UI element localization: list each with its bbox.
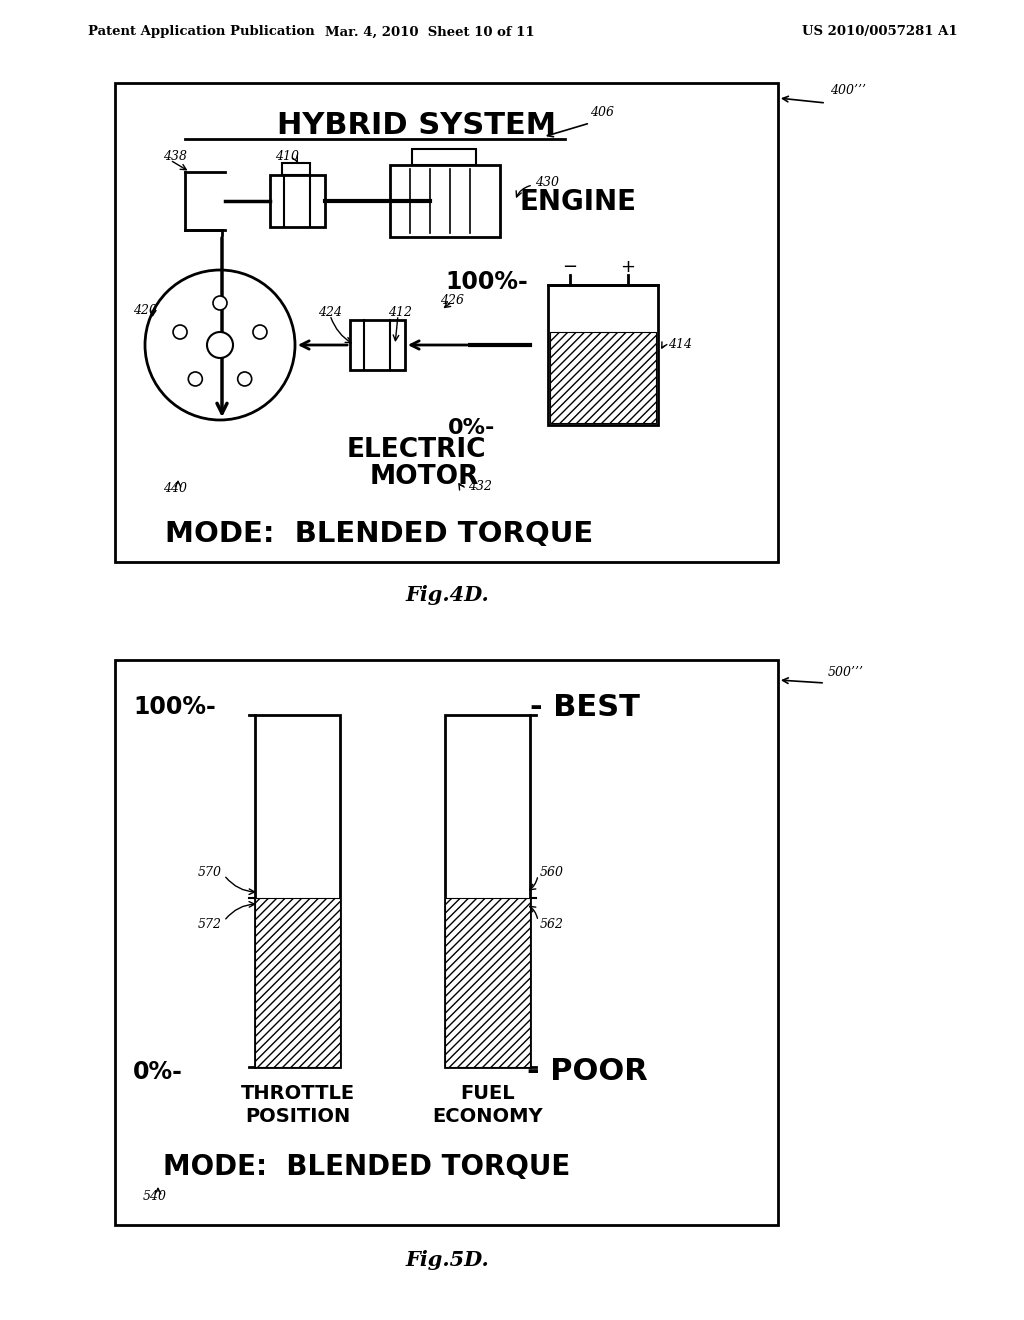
Text: HYBRID SYSTEM: HYBRID SYSTEM <box>276 111 556 140</box>
Text: - POOR: - POOR <box>527 1057 648 1086</box>
Text: THROTTLE
POSITION: THROTTLE POSITION <box>241 1084 355 1126</box>
Text: Mar. 4, 2010  Sheet 10 of 11: Mar. 4, 2010 Sheet 10 of 11 <box>326 25 535 38</box>
Circle shape <box>207 333 233 358</box>
Text: 100%-: 100%- <box>445 271 527 294</box>
Text: Fig.5D.: Fig.5D. <box>406 1250 488 1270</box>
Text: 400’’’: 400’’’ <box>830 83 866 96</box>
Text: MOTOR: MOTOR <box>370 465 479 490</box>
Circle shape <box>253 325 267 339</box>
Text: 540: 540 <box>143 1189 167 1203</box>
Text: 412: 412 <box>388 305 412 318</box>
Text: MODE:  BLENDED TORQUE: MODE: BLENDED TORQUE <box>165 520 593 548</box>
Bar <box>282 162 310 176</box>
Text: 420: 420 <box>133 304 157 317</box>
Text: 440: 440 <box>163 482 187 495</box>
Text: MODE:  BLENDED TORQUE: MODE: BLENDED TORQUE <box>163 1152 570 1181</box>
Text: 0%-: 0%- <box>449 418 496 438</box>
Bar <box>412 149 476 165</box>
Text: +: + <box>621 257 636 276</box>
Text: 410: 410 <box>275 150 299 164</box>
Text: 438: 438 <box>163 150 187 164</box>
Bar <box>550 333 656 422</box>
Circle shape <box>238 372 252 385</box>
Bar <box>445 898 530 1067</box>
Text: Fig.4D.: Fig.4D. <box>406 585 488 605</box>
Text: 414: 414 <box>668 338 692 351</box>
Bar <box>115 83 778 562</box>
Circle shape <box>173 325 187 339</box>
Text: 424: 424 <box>318 305 342 318</box>
Bar <box>255 898 340 1067</box>
Text: US 2010/0057281 A1: US 2010/0057281 A1 <box>802 25 957 38</box>
Text: 500’’’: 500’’’ <box>828 665 864 678</box>
Text: −: − <box>562 257 578 276</box>
Bar <box>390 165 500 238</box>
Bar <box>255 715 340 1067</box>
Text: 560: 560 <box>540 866 564 879</box>
Text: 426: 426 <box>440 293 464 306</box>
Text: ELECTRIC: ELECTRIC <box>347 437 486 463</box>
Text: 0%-: 0%- <box>133 1060 183 1084</box>
Text: - BEST: - BEST <box>530 693 640 722</box>
Bar <box>350 319 406 370</box>
Text: 430: 430 <box>535 176 559 189</box>
Circle shape <box>213 296 227 310</box>
Text: 406: 406 <box>590 107 614 120</box>
Text: ENGINE: ENGINE <box>520 187 637 216</box>
Circle shape <box>145 271 295 420</box>
Text: 572: 572 <box>198 917 222 931</box>
Bar <box>115 660 778 1225</box>
Text: 100%-: 100%- <box>133 696 216 719</box>
Bar <box>548 285 658 425</box>
Bar <box>270 176 325 227</box>
Circle shape <box>188 372 203 385</box>
Text: 562: 562 <box>540 917 564 931</box>
Text: 432: 432 <box>468 480 492 494</box>
Bar <box>445 715 530 1067</box>
Text: FUEL
ECONOMY: FUEL ECONOMY <box>433 1084 544 1126</box>
Text: Patent Application Publication: Patent Application Publication <box>88 25 314 38</box>
Text: 570: 570 <box>198 866 222 879</box>
